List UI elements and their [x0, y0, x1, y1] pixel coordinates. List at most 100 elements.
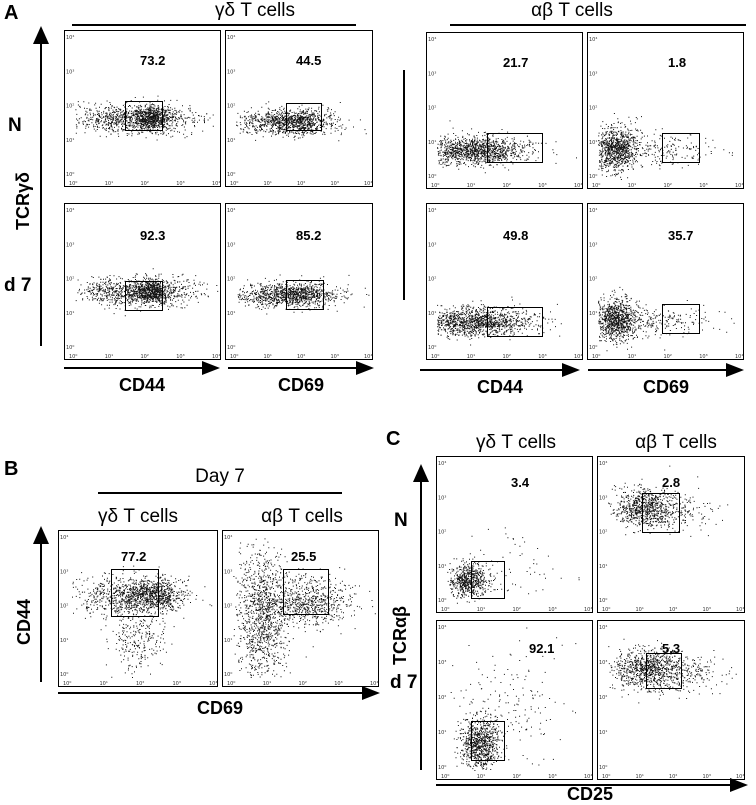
x-tick-label: 10³ — [173, 681, 181, 687]
x-tick-label: 10⁴ — [735, 354, 743, 360]
scatter-dots: 10⁰ 10⁰ 10¹ 10¹ 10² 10² 10³ 10³ 10⁴ 10⁴ — [60, 535, 217, 687]
y-tick-label: 10⁰ — [589, 174, 597, 180]
x-tick-label: 10⁴ — [584, 774, 592, 780]
y-tick-label: 10⁴ — [224, 535, 232, 541]
x-tick-label: 10² — [299, 681, 307, 687]
gate-box — [646, 653, 682, 689]
x-tick-label: 10¹ — [477, 607, 485, 613]
x-tick-label: 10² — [664, 183, 672, 189]
panel-a-x-axis-arrowhead-cd44 — [202, 361, 220, 375]
panel-a-y-axis-label: TCRγδ — [13, 172, 33, 230]
gate-percentage: 2.8 — [662, 475, 681, 490]
y-tick-label: 10² — [227, 104, 235, 110]
panel-c-x-axis-label: CD25 — [566, 784, 614, 804]
gate-box — [471, 721, 505, 761]
panel-a-y-axis-line — [40, 42, 42, 346]
event-dots — [437, 120, 577, 174]
flow-plot: 10⁰ 10⁰ 10¹ 10¹ 10² 10² 10³ 10³ 10⁴ 10⁴ 77.2 — [58, 530, 218, 687]
x-tick-label: 10⁴ — [735, 183, 743, 189]
y-tick-label: 10⁰ — [589, 345, 597, 351]
y-tick-label: 10¹ — [438, 730, 446, 736]
y-tick-label: 10² — [599, 530, 607, 536]
event-dots — [236, 101, 367, 142]
x-tick-label: 10² — [141, 354, 149, 360]
panel-a-ab-title-line — [450, 24, 746, 26]
x-tick-label: 10² — [136, 681, 144, 687]
y-tick-label: 10⁰ — [599, 598, 607, 604]
y-tick-label: 10⁰ — [227, 345, 235, 351]
y-tick-label: 10³ — [227, 242, 235, 248]
gate-box — [487, 307, 543, 337]
event-dots — [233, 538, 376, 678]
panel-a-ab-x-axis-arrowhead-cd44 — [562, 363, 580, 377]
y-tick-label: 10³ — [66, 242, 74, 248]
y-tick-label: 10⁴ — [599, 461, 607, 467]
panel-letter-a: A — [4, 2, 19, 24]
event-dots — [450, 627, 577, 771]
gate-percentage: 77.2 — [121, 549, 147, 564]
x-tick-label: 10³ — [334, 681, 342, 687]
gate-box — [283, 569, 329, 615]
x-tick-label: 10³ — [703, 774, 711, 780]
gate-box — [487, 133, 543, 163]
scatter-dots: 10⁰ 10⁰ 10¹ 10¹ 10² 10² 10³ 10³ 10⁴ 10⁴ — [66, 35, 220, 187]
y-tick-label: 10³ — [227, 69, 235, 75]
y-tick-label: 10¹ — [60, 638, 68, 644]
y-tick-label: 10⁰ — [224, 672, 232, 678]
x-tick-label: 10³ — [548, 774, 556, 780]
x-tick-label: 10³ — [176, 181, 184, 187]
x-tick-label: 10⁰ — [441, 774, 449, 780]
x-tick-label: 10⁰ — [431, 354, 439, 360]
y-tick-label: 10² — [589, 106, 597, 112]
x-tick-label: 10³ — [699, 354, 707, 360]
event-dots — [598, 286, 735, 352]
panel-b-title: Day 7 — [195, 466, 245, 487]
x-tick-label: 10² — [513, 607, 521, 613]
y-tick-label: 10⁰ — [438, 765, 446, 771]
y-tick-label: 10⁴ — [227, 35, 235, 41]
x-tick-label: 10³ — [538, 354, 546, 360]
panel-c-y-axis-arrowhead — [413, 464, 429, 482]
x-tick-label: 10³ — [703, 607, 711, 613]
y-tick-label: 10² — [599, 695, 607, 701]
panel-a-separator-line — [403, 70, 405, 300]
y-tick-label: 10¹ — [589, 140, 597, 146]
panel-c-row-label-n: N — [394, 510, 408, 531]
gate-percentage: 1.8 — [668, 55, 687, 70]
flow-plot: 10⁰ 10⁰ 10¹ 10¹ 10² 10² 10³ 10³ 10⁴ 10⁴ 44.5 — [225, 30, 373, 187]
x-tick-label: 10¹ — [105, 354, 113, 360]
scatter-dots: 10⁰ 10⁰ 10¹ 10¹ 10² 10² 10³ 10³ 10⁴ 10⁴ — [438, 461, 592, 613]
x-tick-label: 10³ — [548, 607, 556, 613]
y-tick-label: 10⁴ — [438, 461, 446, 467]
y-tick-label: 10⁴ — [438, 625, 446, 631]
x-tick-label: 10² — [503, 183, 511, 189]
y-tick-label: 10¹ — [428, 140, 436, 146]
panel-a-ab-title: αβ T cells — [531, 0, 613, 21]
gate-box — [125, 281, 163, 311]
gate-box — [286, 280, 324, 310]
flow-plot: 10⁰ 10⁰ 10¹ 10¹ 10² 10² 10³ 10³ 10⁴ 10⁴ 5.3 — [597, 620, 745, 780]
x-tick-label: 10⁴ — [364, 354, 372, 360]
event-dots — [437, 296, 562, 346]
x-tick-label: 10¹ — [467, 354, 475, 360]
panel-a-y-axis-arrowhead — [33, 26, 49, 44]
y-tick-label: 10⁰ — [599, 765, 607, 771]
y-tick-label: 10⁰ — [428, 345, 436, 351]
x-tick-label: 10⁰ — [602, 607, 610, 613]
y-tick-label: 10⁰ — [66, 172, 74, 178]
y-tick-label: 10⁰ — [60, 672, 68, 678]
x-tick-label: 10³ — [176, 354, 184, 360]
y-tick-label: 10¹ — [438, 564, 446, 570]
panel-letter-b: B — [4, 458, 19, 480]
flow-plot: 10⁰ 10⁰ 10¹ 10¹ 10² 10² 10³ 10³ 10⁴ 10⁴ 2.8 — [597, 456, 745, 613]
flow-plot: 10⁰ 10⁰ 10¹ 10¹ 10² 10² 10³ 10³ 10⁴ 10⁴ 3.4 — [436, 456, 593, 613]
y-tick-label: 10² — [589, 277, 597, 283]
flow-plot: 10⁰ 10⁰ 10¹ 10¹ 10² 10² 10³ 10³ 10⁴ 10⁴ 73.2 — [64, 30, 221, 187]
y-tick-label: 10⁰ — [438, 598, 446, 604]
y-tick-label: 10³ — [438, 660, 446, 666]
scatter-dots: 10⁰ 10⁰ 10¹ 10¹ 10² 10² 10³ 10³ 10⁴ 10⁴ — [227, 208, 372, 360]
scatter-dots: 10⁰ 10⁰ 10¹ 10¹ 10² 10² 10³ 10³ 10⁴ 10⁴ — [428, 37, 582, 189]
gate-percentage: 35.7 — [668, 228, 694, 243]
y-tick-label: 10⁰ — [428, 174, 436, 180]
x-tick-label: 10⁰ — [592, 183, 600, 189]
